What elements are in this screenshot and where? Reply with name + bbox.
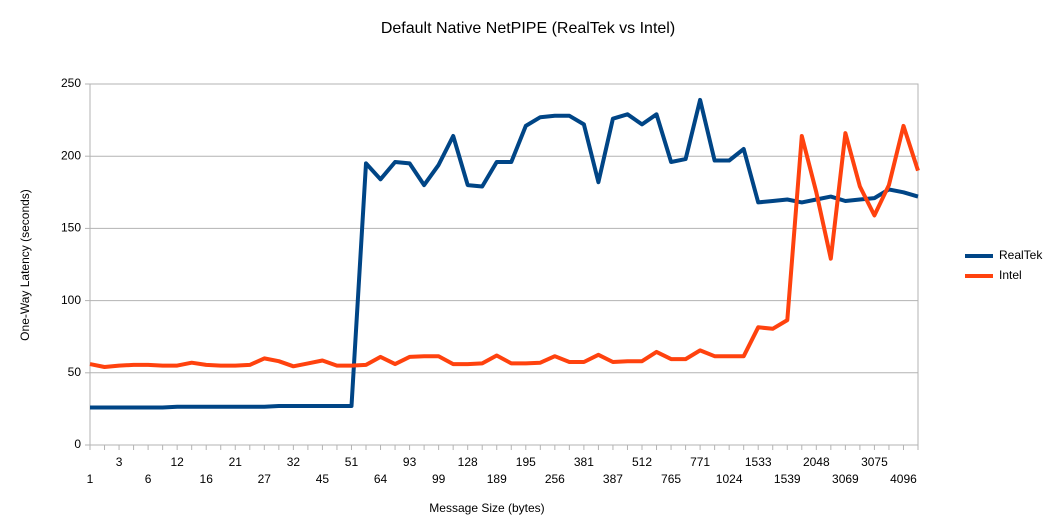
x-tick-label: 387 <box>603 472 623 486</box>
x-tick-label: 16 <box>200 472 214 486</box>
x-tick-label: 765 <box>661 472 681 486</box>
x-tick-label: 64 <box>374 472 388 486</box>
y-axis-title: One-Way Latency (seconds) <box>18 189 32 341</box>
y-tick-label: 100 <box>61 293 81 307</box>
legend-label: Intel <box>999 268 1022 282</box>
y-tick-label: 250 <box>61 76 81 90</box>
series-line <box>90 97 919 410</box>
x-tick-label: 2048 <box>803 455 830 469</box>
x-tick-label: 381 <box>574 455 594 469</box>
x-tick-label: 512 <box>632 455 652 469</box>
x-tick-label: 189 <box>487 472 507 486</box>
y-tick-label: 200 <box>61 148 81 162</box>
x-tick-label: 3 <box>116 455 123 469</box>
x-tick-label: 51 <box>345 455 359 469</box>
plot-area <box>89 83 919 446</box>
x-tick-label: 12 <box>170 455 184 469</box>
x-axis-title: Message Size (bytes) <box>429 501 544 515</box>
y-tick-label: 50 <box>68 365 82 379</box>
x-tick-label: 1533 <box>745 455 772 469</box>
x-tick-label: 1 <box>87 472 94 486</box>
x-tick-label: 1539 <box>774 472 801 486</box>
x-tick-label: 771 <box>690 455 710 469</box>
y-tick-label: 150 <box>61 221 81 235</box>
x-tick-label: 45 <box>316 472 330 486</box>
y-tick-label: 0 <box>74 437 81 451</box>
x-tick-label: 21 <box>229 455 243 469</box>
x-tick-label: 99 <box>432 472 446 486</box>
x-tick-label: 1024 <box>716 472 743 486</box>
x-tick-label: 3069 <box>832 472 859 486</box>
x-tick-label: 27 <box>258 472 272 486</box>
x-tick-label: 93 <box>403 455 417 469</box>
x-tick-label: 3075 <box>861 455 888 469</box>
legend-label: RealTek <box>999 248 1043 262</box>
x-tick-label: 195 <box>516 455 536 469</box>
x-tick-label: 128 <box>458 455 478 469</box>
chart-title: Default Native NetPIPE (RealTek vs Intel… <box>381 20 675 37</box>
x-tick-label: 32 <box>287 455 301 469</box>
series-line <box>89 123 920 369</box>
x-tick-label: 6 <box>145 472 152 486</box>
x-tick-label: 4096 <box>890 472 917 486</box>
x-tick-label: 256 <box>545 472 565 486</box>
